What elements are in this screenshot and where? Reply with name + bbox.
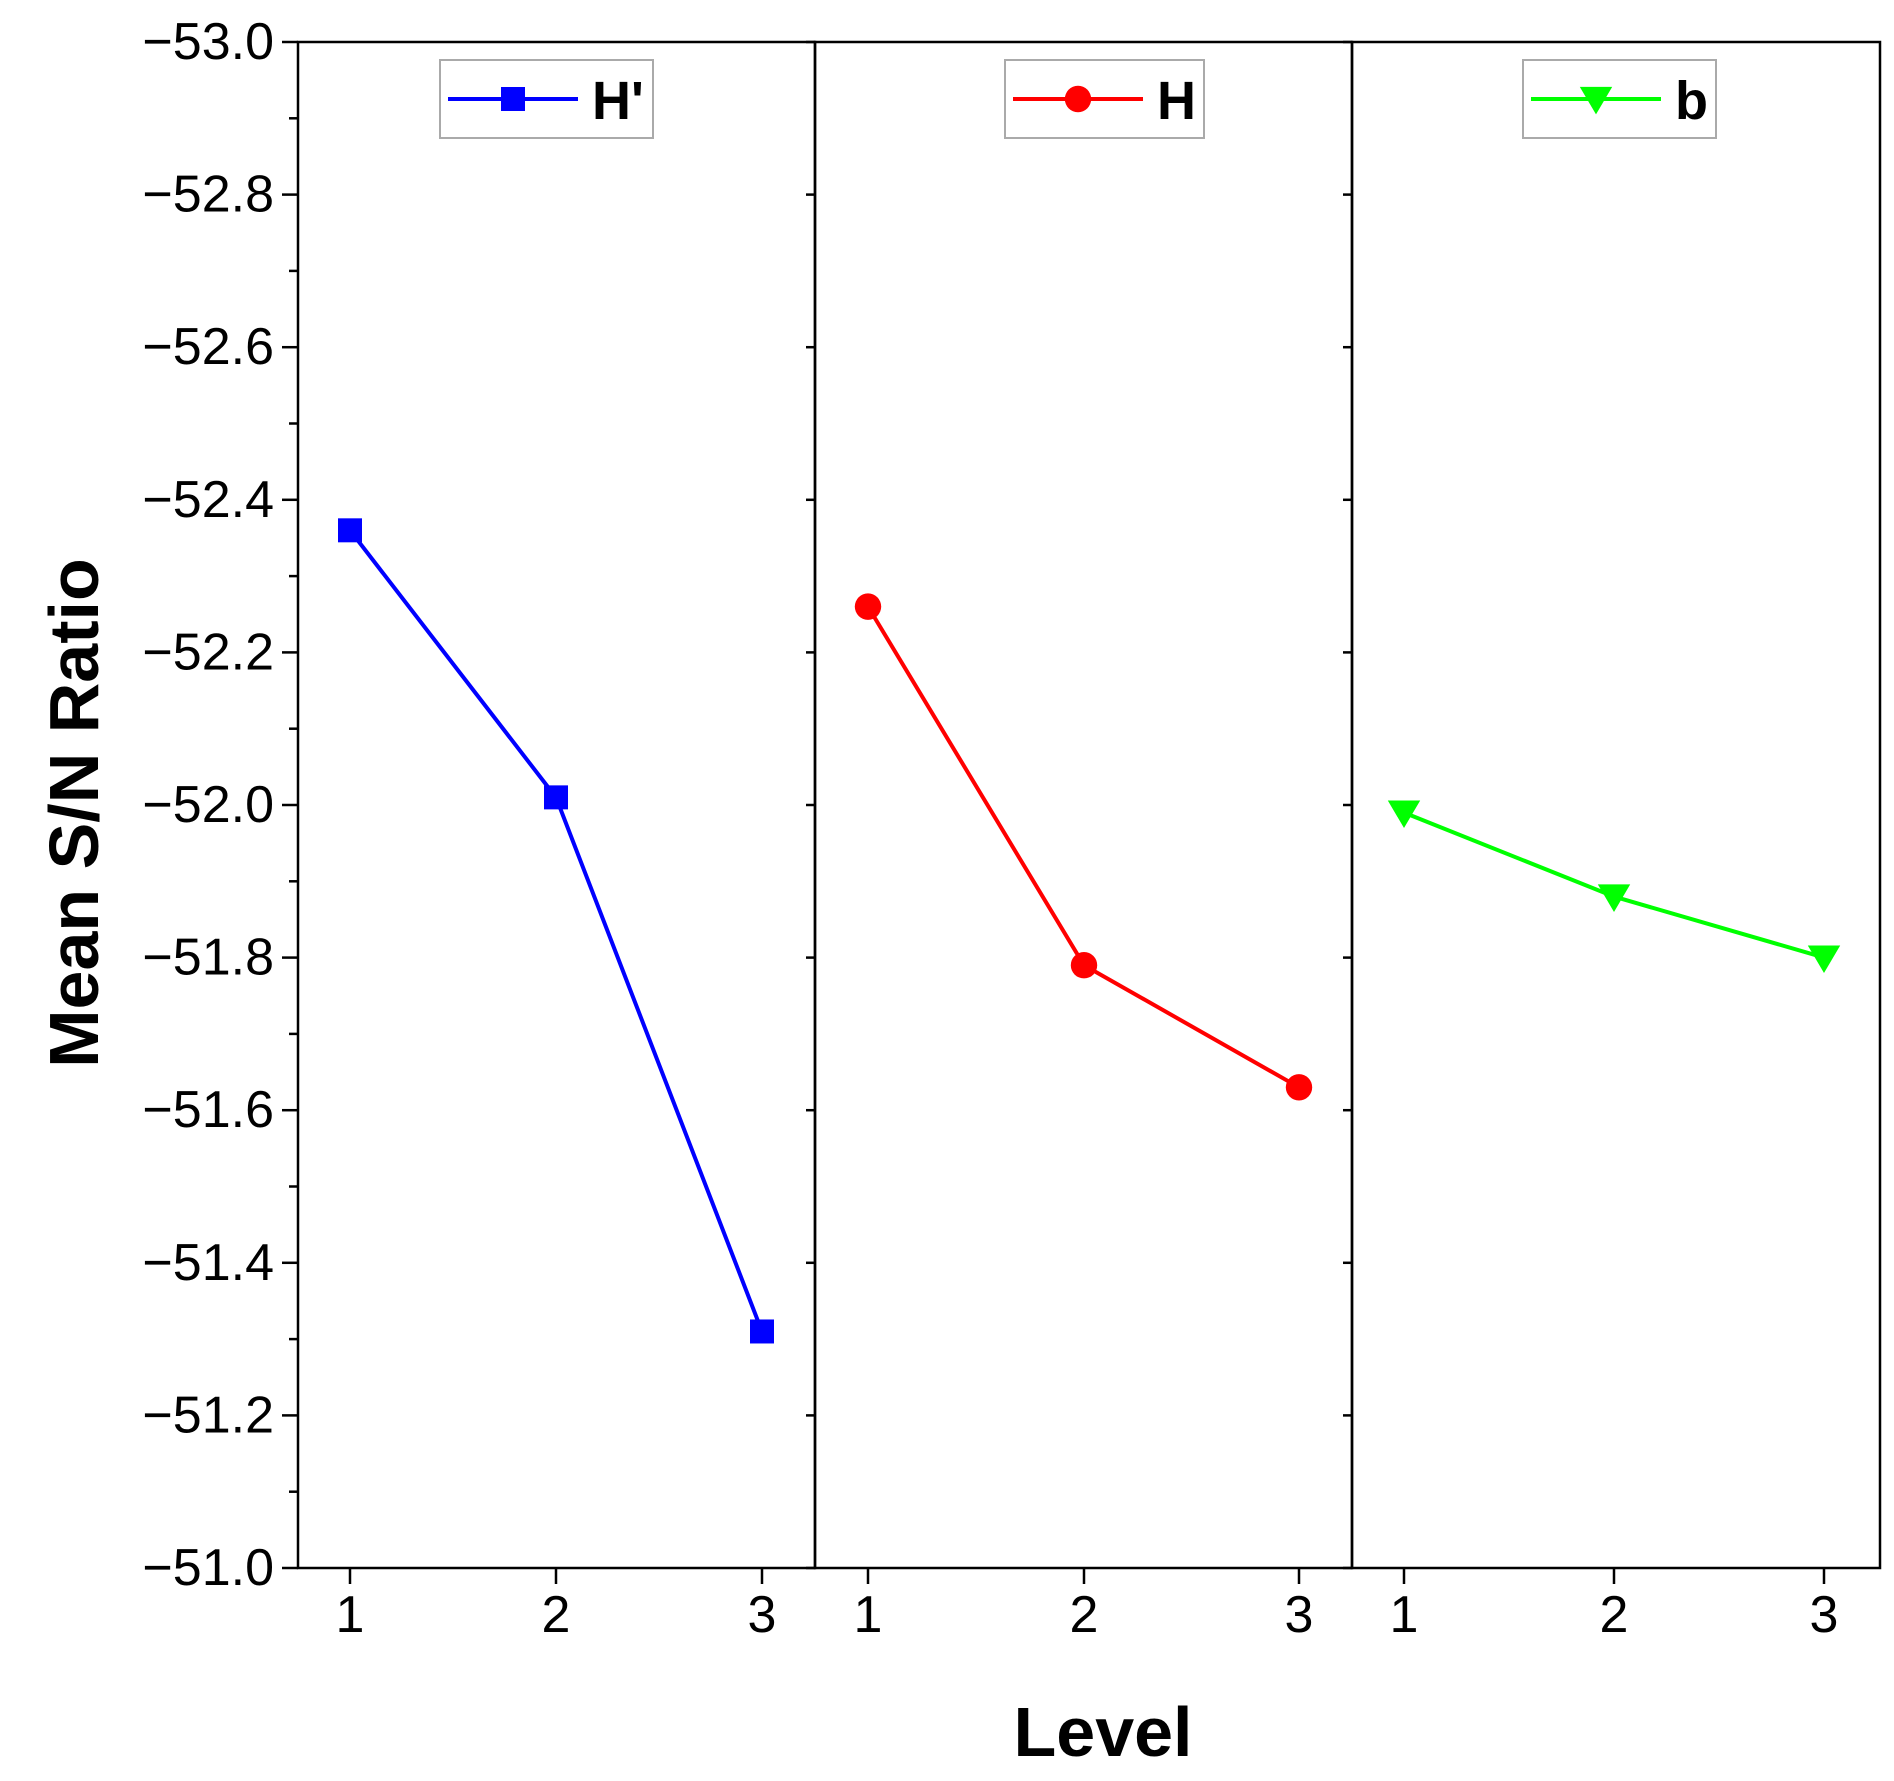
x-tick-label: 2 <box>1070 1586 1099 1644</box>
x-tick-label: 3 <box>748 1586 777 1644</box>
series-markers <box>338 518 1841 1344</box>
x-tick-label: 2 <box>1600 1586 1629 1644</box>
x-tick-label: 3 <box>1285 1586 1314 1644</box>
data-point <box>1070 952 1098 979</box>
series-line <box>866 605 1300 1090</box>
legend-label: H' <box>592 71 644 131</box>
data-point <box>544 785 568 810</box>
x-tick-label: 2 <box>542 1586 571 1644</box>
axis-ticks <box>282 40 1826 1584</box>
y-tick-label: −51.2 <box>142 1386 274 1444</box>
x-tick-label: 1 <box>336 1586 365 1644</box>
y-tick-label: −51.8 <box>142 929 274 987</box>
y-tick-label: −51.6 <box>142 1081 274 1139</box>
y-tick-label: −53.0 <box>142 13 274 71</box>
x-tick-label: 1 <box>1390 1586 1419 1644</box>
legend-marker <box>1579 86 1613 115</box>
legend-label: b <box>1675 71 1708 131</box>
data-point <box>854 593 882 620</box>
x-axis-title: Level <box>1014 1693 1193 1771</box>
y-tick-label: −52.0 <box>142 776 274 834</box>
y-axis-title: Mean S/N Ratio <box>35 558 113 1068</box>
panel-frame <box>813 40 1354 1570</box>
series-lines <box>348 529 1825 1333</box>
axis-labels: −53.0 −52.8 −52.6 −52.4 −52.2 −52.0 −51.8 −51.6… <box>35 13 1838 1771</box>
data-point <box>1387 800 1421 829</box>
legend-label: H <box>1157 71 1196 131</box>
y-tick-label: −52.8 <box>142 166 274 224</box>
y-tick-label: −51.0 <box>142 1539 274 1597</box>
legend-marker <box>501 87 525 111</box>
data-point <box>1285 1074 1313 1101</box>
y-tick-label: −52.2 <box>142 623 274 681</box>
series-line <box>348 529 764 1333</box>
y-tick-label: −52.4 <box>142 471 274 529</box>
y-tick-label: −51.4 <box>142 1234 274 1292</box>
data-point <box>1597 884 1631 912</box>
x-tick-label: 1 <box>854 1586 883 1644</box>
data-point <box>1807 945 1841 973</box>
panel-frames <box>296 40 1882 1570</box>
data-point <box>750 1319 774 1344</box>
y-tick-label: −52.6 <box>142 318 274 376</box>
x-tick-label: 3 <box>1810 1586 1839 1644</box>
data-point <box>338 518 362 543</box>
legend-marker <box>1064 85 1092 113</box>
panel-frame <box>1350 40 1882 1570</box>
